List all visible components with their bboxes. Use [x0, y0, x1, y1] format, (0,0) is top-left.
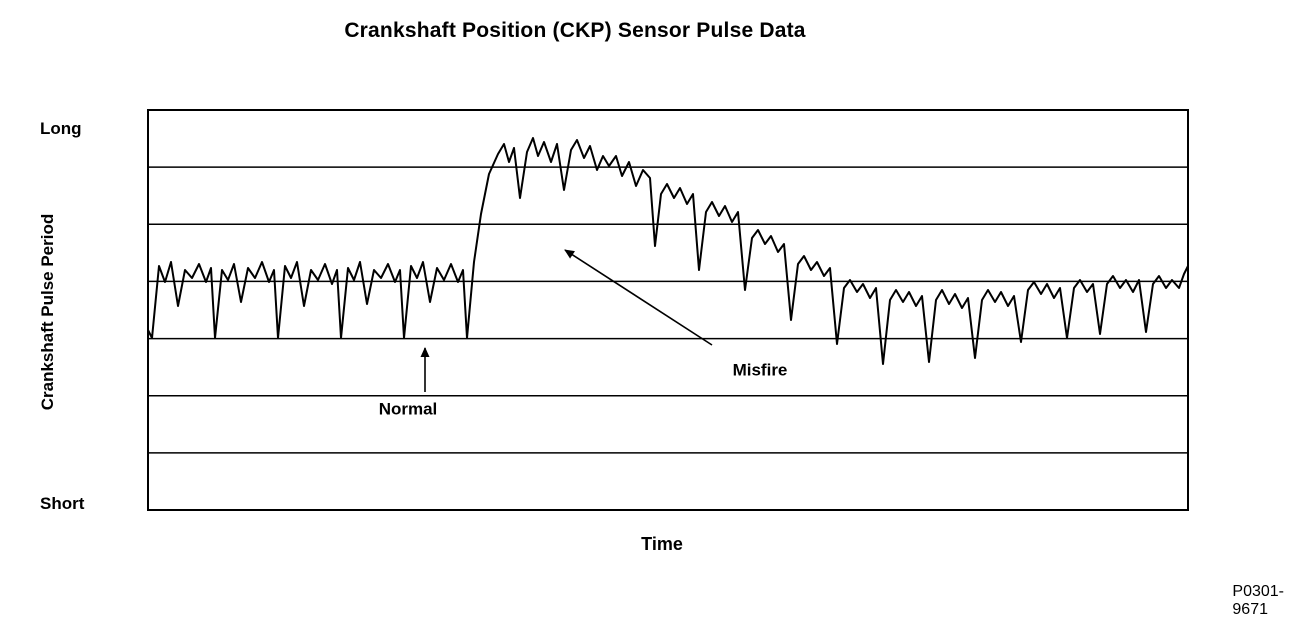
part-number: P0301-9671	[1232, 583, 1284, 618]
grid-layer	[147, 109, 1189, 511]
annotation-layer: Normal Misfire	[379, 249, 788, 418]
plot-border	[147, 109, 1189, 511]
y-axis-bottom-label: Short	[40, 494, 85, 513]
waveform-line	[147, 137, 1189, 365]
x-axis-title: Time	[641, 534, 683, 554]
chart-title: Crankshaft Position (CKP) Sensor Pulse D…	[344, 19, 806, 42]
misfire-label: Misfire	[733, 360, 788, 379]
y-axis-top-label: Long	[40, 119, 82, 138]
misfire-arrow	[564, 249, 713, 346]
normal-label: Normal	[379, 399, 438, 418]
series-layer	[147, 137, 1189, 365]
